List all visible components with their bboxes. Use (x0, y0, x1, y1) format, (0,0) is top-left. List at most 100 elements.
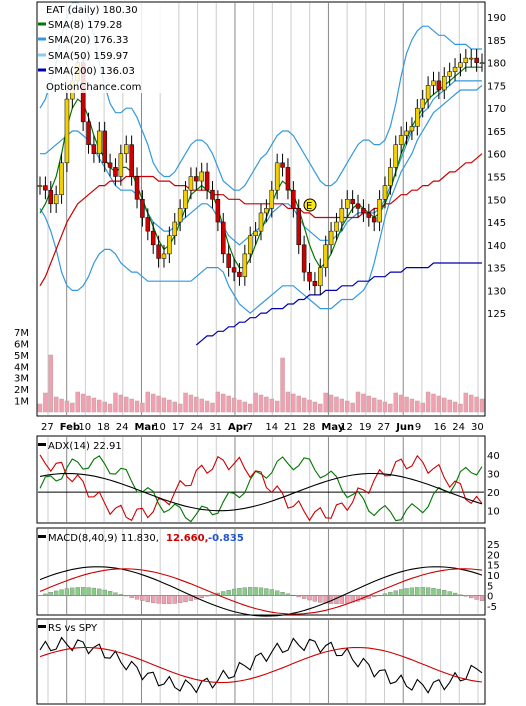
legend-sma8: SMA(8) 179.28 (48, 20, 122, 31)
volume-bar (247, 403, 253, 413)
volume-bar (64, 400, 70, 413)
price-tick-label: 175 (487, 81, 506, 92)
volume-bar (134, 400, 140, 413)
volume-bar (393, 392, 399, 413)
volume-bar (258, 394, 264, 413)
candle-body (355, 203, 361, 209)
candle-body (188, 176, 194, 191)
volume-bar (280, 357, 285, 413)
macd-hist-bar (134, 595, 140, 600)
candle-body (258, 212, 264, 232)
candle-body (118, 153, 124, 177)
macd-hist-bar (409, 587, 415, 596)
volume-bar (264, 396, 269, 413)
candle-body (452, 66, 458, 73)
volume-bar (415, 400, 420, 413)
candle-body (107, 162, 113, 168)
macd-hist-bar (129, 595, 134, 598)
candle-body (113, 167, 118, 177)
candle-body (242, 253, 248, 277)
volume-bar (150, 393, 156, 413)
legend-background (38, 3, 168, 93)
candle-body (463, 57, 469, 63)
macd-hist-bar (145, 595, 150, 602)
macd-hist-bar (237, 587, 242, 596)
macd-tick-label: -5 (487, 602, 497, 613)
candle-body (339, 208, 345, 223)
volume-bar (382, 401, 388, 413)
macd-hist-value: -0.835 (208, 533, 244, 544)
volume-bar (204, 400, 210, 413)
rs-line (39, 636, 483, 694)
candle-body (183, 189, 188, 209)
macd-title: MACD(8,40,9) 11.830, (48, 533, 159, 544)
macd-hist-bar (452, 592, 458, 596)
volume-bar (118, 394, 124, 413)
candle-body (231, 267, 237, 273)
volume-bar (458, 403, 463, 413)
candle-body (291, 189, 296, 209)
candle-body (442, 76, 447, 91)
volume-bar (177, 403, 183, 413)
volume-bar (291, 393, 296, 413)
macd-hist-bar (43, 593, 48, 596)
macd-swatch (38, 535, 46, 538)
candle-body (150, 230, 156, 246)
macd-hist-bar (334, 595, 339, 604)
volume-tick-label: 6M (14, 339, 29, 350)
candle-body (194, 176, 199, 182)
macd-hist-bar (204, 595, 210, 597)
x-tick-label: Apr (228, 422, 248, 433)
rs-swatch (38, 625, 46, 628)
earnings-marker-label: E (306, 201, 312, 212)
candle-body (269, 189, 275, 209)
candle-body (328, 230, 334, 246)
candle-body (420, 98, 425, 109)
volume-bar (53, 396, 59, 413)
bollinger-upper-line (39, 2, 482, 191)
candle-body (312, 280, 318, 287)
macd-hist-bar (312, 595, 318, 602)
macd-hist-bar (436, 588, 442, 596)
candle-body (53, 194, 59, 205)
bollinger-lower-line (39, 84, 483, 314)
candle-body (344, 199, 350, 209)
volume-bar (296, 395, 301, 413)
macd-tick-label: 0 (487, 592, 493, 603)
candle-body (123, 144, 129, 154)
x-tick-label: 24 (191, 422, 204, 433)
volume-bar (70, 402, 75, 413)
macd-hist-bar (102, 589, 107, 596)
volume-bar (91, 397, 97, 413)
volume-bar (447, 399, 452, 413)
candle-body (398, 135, 404, 145)
volume-bar (37, 403, 43, 413)
price-panel-frame (36, 1, 486, 417)
volume-bar (371, 397, 377, 413)
volume-tick-label: 5M (14, 351, 29, 362)
volume-bar (86, 395, 91, 413)
macd-hist-bar (91, 587, 97, 596)
candle-body (361, 208, 366, 214)
watermark: OptionChance.com (46, 82, 141, 93)
macd-signal-value: 12.660, (166, 533, 208, 544)
candle-body (134, 176, 140, 200)
volume-tick-label: 3M (14, 374, 29, 385)
volume-bar (188, 394, 194, 413)
x-tick-label: May (321, 422, 344, 433)
sma200-line (195, 262, 482, 346)
x-tick-label: 31 (209, 422, 222, 433)
macd-hist-bar (275, 590, 280, 596)
macd-hist-bar (140, 595, 145, 601)
macd-hist-bar (269, 589, 274, 596)
macd-hist-bar (469, 595, 474, 599)
macd-hist-bar (372, 595, 377, 598)
candle-body (64, 98, 70, 164)
macd-hist-bar (248, 587, 253, 596)
macd-hist-bar (447, 591, 452, 596)
macd-hist-bar (177, 595, 183, 603)
sma50-line (39, 153, 483, 287)
macd-tick-label: 15 (487, 561, 500, 572)
x-tick-label: 27 (378, 422, 391, 433)
volume-bar (231, 397, 237, 413)
